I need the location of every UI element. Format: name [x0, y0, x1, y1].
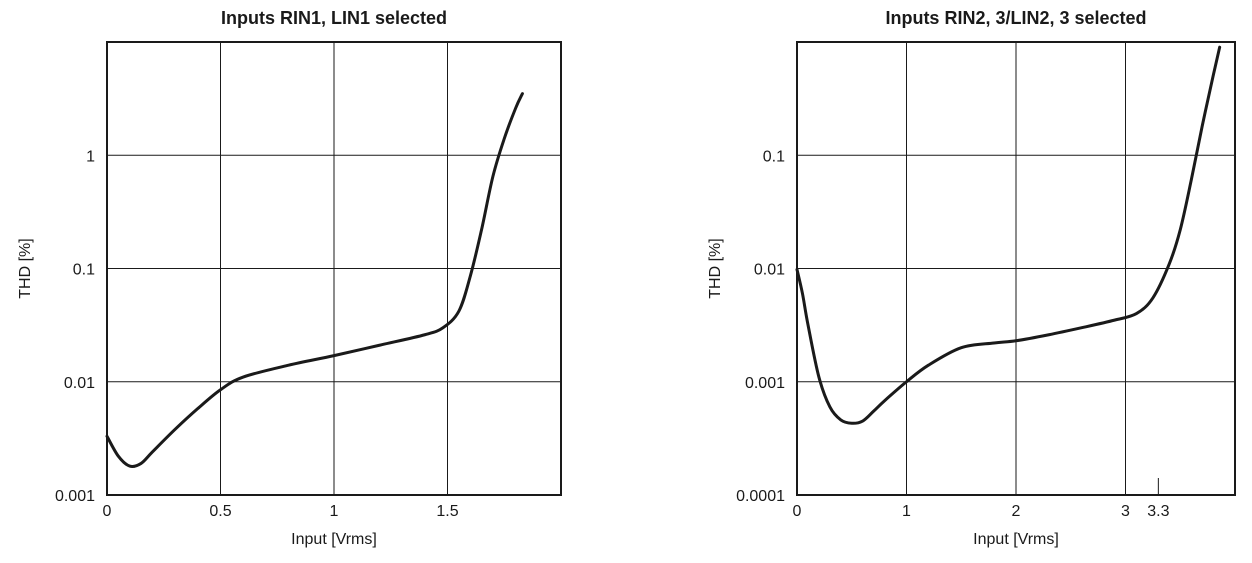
x-tick-label: 1: [902, 503, 911, 520]
chart-2: 3.3 0 1 2 3 0.0001 0.001 0.01 0.1 Inputs RIN2, 3/…: [707, 8, 1236, 548]
x-tick-label: 0: [793, 503, 802, 520]
chart-title: Inputs RIN1, LIN1 selected: [221, 8, 447, 28]
plot-frame: [106, 41, 562, 496]
thd-curve: [105, 92, 524, 469]
x-tick-label: 1.5: [436, 503, 458, 520]
x-tick-label: 3.3: [1147, 503, 1169, 520]
x-tick-label: 1: [330, 503, 339, 520]
x-tick-label: 0: [103, 503, 112, 520]
y-tick-label: 0.01: [64, 375, 95, 392]
y-tick-label: 1: [86, 148, 95, 165]
chart-title: Inputs RIN2, 3/LIN2, 3 selected: [885, 8, 1146, 28]
y-tick-label: 0.1: [73, 262, 95, 279]
thd-curve: [795, 45, 1222, 425]
x-tick-label: 2: [1012, 503, 1021, 520]
x-axis-label: Input [Vrms]: [291, 531, 377, 548]
y-tick-label: 0.1: [763, 148, 785, 165]
y-tick-label: 0.001: [745, 375, 785, 392]
y-tick-label: 0.001: [55, 488, 95, 505]
y-axis-label: THD [%]: [17, 238, 34, 298]
x-tick-label: 3: [1121, 503, 1130, 520]
y-tick-label: 0.01: [754, 262, 785, 279]
y-tick-label: 0.0001: [736, 488, 785, 505]
chart-1: 0 0.5 1 1.5 0.001 0.01 0.1 1 Inputs RIN1, LIN1 s…: [17, 8, 562, 548]
x-axis-label: Input [Vrms]: [973, 531, 1059, 548]
x-tick-label: 0.5: [209, 503, 231, 520]
y-axis-label: THD [%]: [707, 238, 724, 298]
